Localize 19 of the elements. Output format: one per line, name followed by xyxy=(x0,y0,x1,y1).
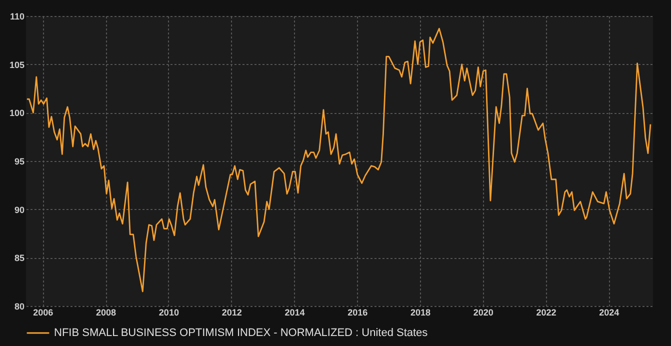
y-tick-label: 100 xyxy=(9,108,24,118)
x-tick-label: 2006 xyxy=(33,308,54,318)
x-tick-label: 2014 xyxy=(284,308,305,318)
y-tick-label: 110 xyxy=(10,12,24,22)
x-tick-label: 2020 xyxy=(473,308,494,318)
x-tick-label: 2012 xyxy=(222,308,242,318)
x-tick-label: 2016 xyxy=(348,308,368,318)
y-tick-label: 85 xyxy=(14,253,24,264)
y-tick-label: 90 xyxy=(14,204,24,215)
x-tick-label: 2022 xyxy=(536,308,556,318)
y-tick-label: 95 xyxy=(14,156,24,166)
y-tick-label: 80 xyxy=(14,302,24,312)
y-tick-label: 105 xyxy=(9,60,24,70)
x-tick-label: 2010 xyxy=(158,308,179,318)
line-series xyxy=(26,28,652,292)
x-tick-label: 2024 xyxy=(599,308,620,318)
legend-label: NFIB SMALL BUSINESS OPTIMISM INDEX - NORMALIZED : United States xyxy=(54,327,428,339)
x-tick-label: 2018 xyxy=(410,308,431,318)
x-tick-label: 2008 xyxy=(96,308,116,318)
